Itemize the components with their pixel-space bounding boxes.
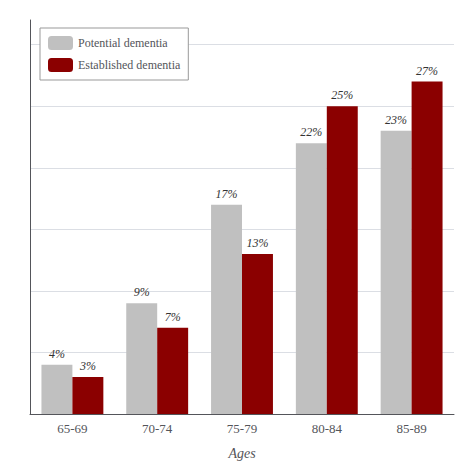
svg-text:3%: 3% xyxy=(79,359,96,373)
svg-text:70-74: 70-74 xyxy=(142,421,173,436)
svg-text:Established dementia: Established dementia xyxy=(78,58,181,72)
svg-text:23%: 23% xyxy=(385,113,407,127)
svg-text:85-89: 85-89 xyxy=(396,421,426,436)
svg-text:7%: 7% xyxy=(165,310,181,324)
svg-text:Ages: Ages xyxy=(227,446,256,461)
svg-text:17%: 17% xyxy=(216,187,238,201)
svg-text:13%: 13% xyxy=(246,236,268,250)
svg-text:27%: 27% xyxy=(416,64,438,78)
svg-text:9%: 9% xyxy=(134,285,150,299)
svg-text:4%: 4% xyxy=(49,347,65,361)
svg-text:22%: 22% xyxy=(300,125,322,139)
svg-text:Potential dementia: Potential dementia xyxy=(78,36,168,50)
svg-text:65-69: 65-69 xyxy=(57,421,87,436)
svg-text:75-79: 75-79 xyxy=(227,421,257,436)
svg-text:80-84: 80-84 xyxy=(312,421,343,436)
svg-text:25%: 25% xyxy=(331,88,353,102)
